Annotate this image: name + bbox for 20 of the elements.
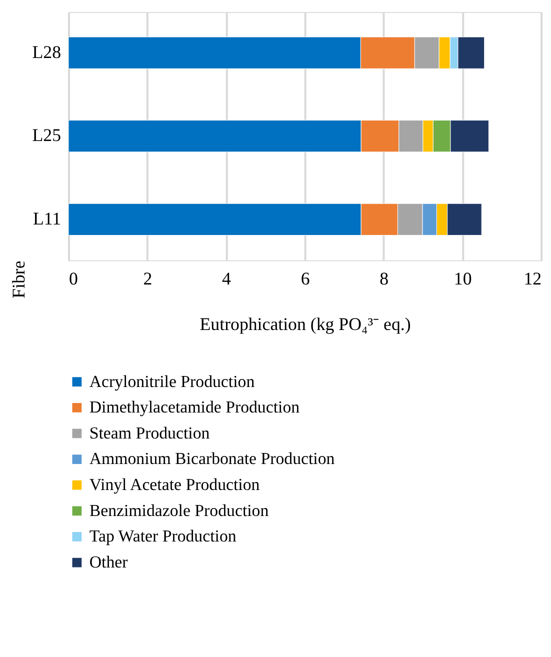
y-tick-label: L28 bbox=[32, 42, 62, 62]
x-tick-label: 0 bbox=[69, 268, 78, 289]
y-tick-label: L11 bbox=[32, 208, 62, 228]
legend-label: Steam Production bbox=[89, 423, 210, 442]
legend-label: Ammonium Bicarbonate Production bbox=[89, 449, 336, 468]
legend-label: Benzimidazole Production bbox=[89, 500, 270, 520]
y-tick-label: L25 bbox=[32, 125, 62, 146]
legend-label: Dimethylacetamide Production bbox=[89, 398, 300, 417]
x-tick-label: 4 bbox=[222, 268, 232, 289]
x-tick-label: 2 bbox=[143, 268, 152, 289]
legend-label: Vinyl Acetate Production bbox=[89, 475, 260, 494]
y-axis-title: Fibre bbox=[8, 260, 28, 298]
legend-label: Acrylonitrile Production bbox=[89, 372, 256, 391]
x-tick-label: 12 bbox=[524, 268, 542, 289]
legend-label: Other bbox=[89, 552, 128, 572]
legend-label: Tap Water Production bbox=[89, 526, 237, 546]
x-tick-label: 6 bbox=[300, 268, 310, 289]
x-axis-title: Eutrophication (kg PO₄³⁻ eq.) bbox=[200, 314, 411, 334]
x-tick-label: 8 bbox=[380, 268, 389, 289]
x-tick-label: 10 bbox=[454, 268, 472, 289]
